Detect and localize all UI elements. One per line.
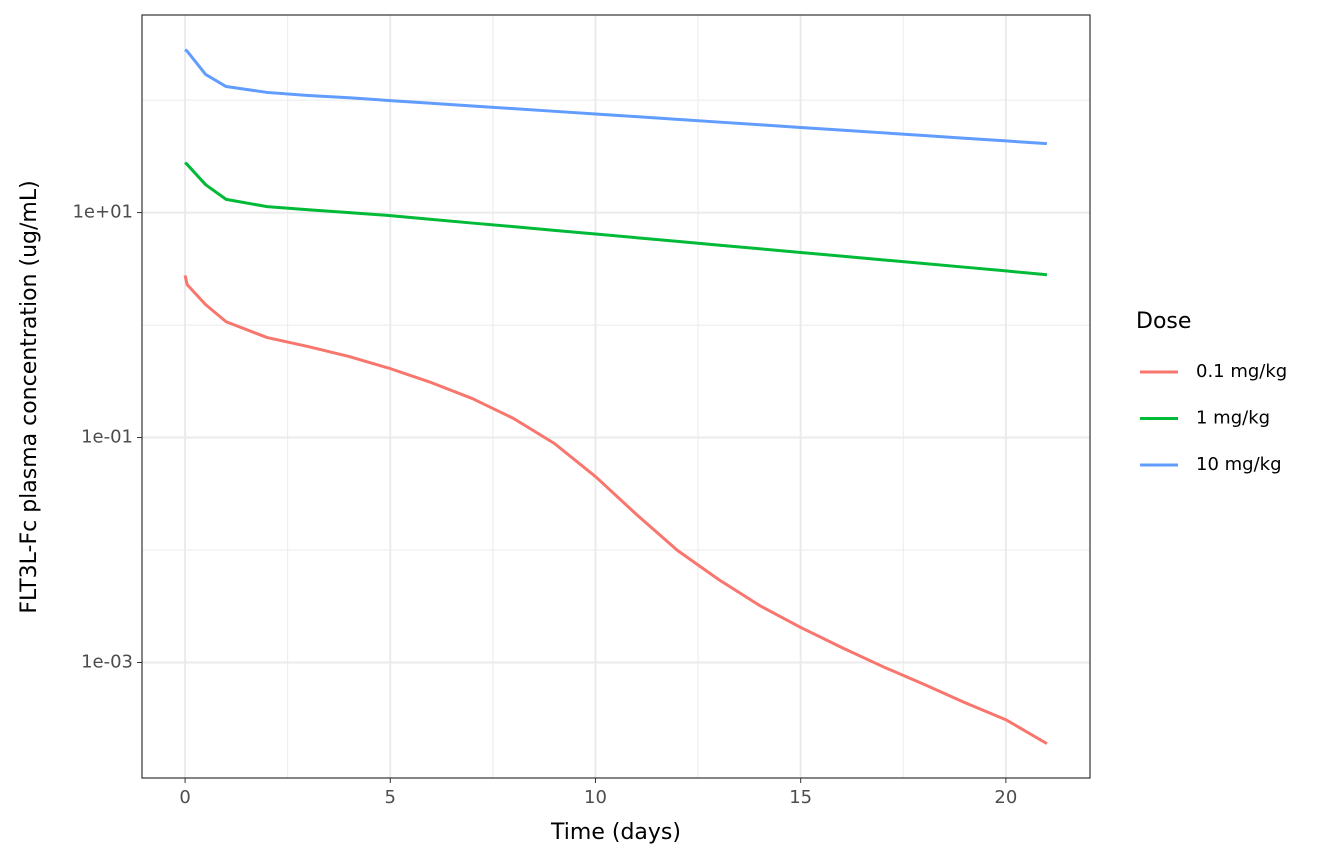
series-line <box>184 48 1048 146</box>
x-tick-label: 5 <box>385 787 396 808</box>
x-axis-label: Time (days) <box>550 820 681 845</box>
panel-border <box>141 14 1091 779</box>
y-tick-label: 1e-01 <box>81 427 133 448</box>
x-tick-label: 10 <box>584 787 607 808</box>
series-line <box>184 161 1048 277</box>
legend-label: 0.1 mg/kg <box>1196 361 1287 382</box>
y-tick-label: 1e+01 <box>72 202 133 223</box>
x-tick-label: 15 <box>789 787 812 808</box>
y-tick-label: 1e-03 <box>81 651 133 672</box>
x-tick-label: 20 <box>994 787 1017 808</box>
x-tick-label: 0 <box>179 787 190 808</box>
legend-label: 10 mg/kg <box>1196 454 1282 475</box>
y-axis-label: FLT3L-Fc plasma concentration (ug/mL) <box>17 180 42 613</box>
legend-label: 1 mg/kg <box>1196 408 1270 429</box>
series-line <box>183 275 1048 745</box>
legend-title: Dose <box>1136 309 1191 334</box>
